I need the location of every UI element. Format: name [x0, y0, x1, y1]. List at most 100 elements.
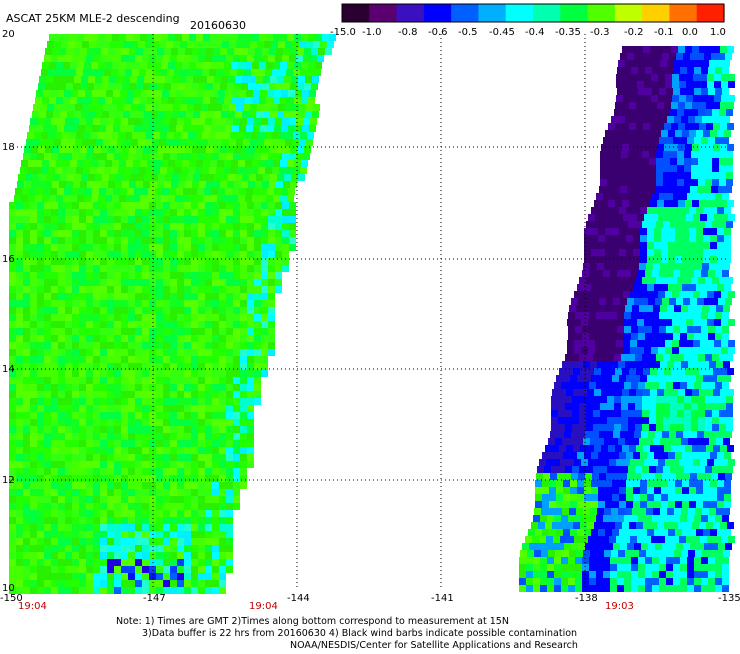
data-cell [44, 419, 51, 426]
data-cell [626, 494, 633, 501]
data-cell [113, 90, 120, 97]
data-cell [16, 587, 23, 594]
data-cell [58, 335, 65, 342]
colorbar-tick: 1.0 [710, 27, 726, 38]
data-cell [65, 552, 72, 559]
data-cell [126, 160, 133, 167]
data-cell [261, 363, 268, 370]
data-cell [226, 244, 233, 251]
data-cell [703, 256, 710, 263]
data-cell [641, 543, 648, 550]
data-cell [664, 200, 671, 207]
data-cell [677, 165, 684, 172]
data-cell [312, 111, 319, 118]
data-cell [9, 468, 16, 475]
data-cell [46, 111, 53, 118]
data-cell [231, 195, 238, 202]
data-cell [65, 426, 72, 433]
data-cell [610, 333, 617, 340]
data-cell [163, 300, 170, 307]
data-cell [217, 62, 224, 69]
data-cell [684, 417, 691, 424]
data-cell [302, 125, 309, 132]
data-cell [549, 529, 556, 536]
data-cell [212, 230, 219, 237]
data-cell [51, 209, 58, 216]
data-cell [51, 419, 58, 426]
data-cell [245, 195, 252, 202]
data-cell [87, 48, 94, 55]
data-cell [72, 293, 79, 300]
data-cell [203, 97, 210, 104]
data-cell [16, 356, 23, 363]
data-cell [627, 431, 634, 438]
data-cell [198, 55, 205, 62]
data-cell [65, 335, 72, 342]
data-cell [529, 543, 536, 550]
data-cell [65, 475, 72, 482]
data-cell [698, 354, 705, 361]
data-cell [65, 300, 72, 307]
data-cell [128, 538, 135, 545]
data-cell [9, 531, 16, 538]
data-cell [9, 314, 16, 321]
data-cell [99, 125, 106, 132]
data-cell [58, 230, 65, 237]
data-cell [93, 300, 100, 307]
data-cell [9, 384, 16, 391]
data-cell [240, 279, 247, 286]
data-cell [65, 230, 72, 237]
data-cell [193, 76, 200, 83]
data-cell [623, 214, 630, 221]
data-cell [644, 291, 651, 298]
data-cell [218, 188, 225, 195]
data-cell [114, 587, 121, 594]
data-cell [237, 69, 244, 76]
data-cell [41, 167, 48, 174]
data-cell [16, 545, 23, 552]
data-cell [163, 328, 170, 335]
data-cell [163, 209, 170, 216]
data-cell [49, 34, 56, 41]
data-cell [654, 207, 661, 214]
data-cell [682, 494, 689, 501]
data-cell [701, 515, 708, 522]
data-cell [114, 580, 121, 587]
data-cell [547, 515, 554, 522]
data-cell [88, 76, 95, 83]
colorbar-tick: -0.35 [555, 27, 581, 38]
data-cell [254, 153, 261, 160]
data-cell [139, 167, 146, 174]
data-cell [44, 552, 51, 559]
data-cell [671, 368, 678, 375]
data-cell [637, 81, 644, 88]
data-cell [628, 417, 635, 424]
data-cell [726, 466, 733, 473]
data-cell [664, 368, 671, 375]
data-cell [581, 340, 588, 347]
data-cell [670, 277, 677, 284]
data-cell [128, 419, 135, 426]
data-cell [156, 265, 163, 272]
data-cell [42, 97, 49, 104]
data-cell [240, 342, 247, 349]
data-cell [100, 475, 107, 482]
data-cell [528, 529, 535, 536]
data-cell [686, 214, 693, 221]
data-cell [234, 146, 241, 153]
data-cell [652, 270, 659, 277]
data-cell [589, 270, 596, 277]
data-cell [693, 459, 700, 466]
data-cell [177, 356, 184, 363]
data-cell [240, 335, 247, 342]
data-cell [233, 307, 240, 314]
data-cell [212, 573, 219, 580]
data-cell [163, 314, 170, 321]
data-cell [674, 550, 681, 557]
data-cell [184, 419, 191, 426]
data-cell [65, 202, 72, 209]
data-cell [149, 461, 156, 468]
data-cell [661, 487, 668, 494]
data-cell [618, 550, 625, 557]
data-cell [724, 529, 731, 536]
